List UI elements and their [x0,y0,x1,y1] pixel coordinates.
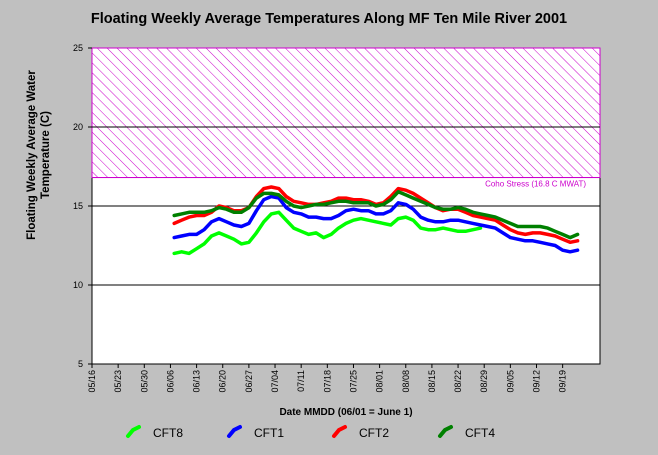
x-tick-label-09-05: 09/05 [505,370,515,393]
legend-label-cft4: CFT4 [465,426,495,440]
legend-swatch-cft2 [332,425,347,438]
axes: 5 10 15 20 25 05/16 05/23 05/30 06/06 06/13 06/20 0… [73,43,568,393]
legend: CFT8 CFT1 CFT2 CFT4 [0,423,658,443]
legend-item-cft8: CFT8 [125,423,183,443]
x-tick-label-07-25: 07/25 [348,370,358,393]
x-tick-label-05-16: 05/16 [87,370,97,393]
legend-label-cft8: CFT8 [153,426,183,440]
x-tick-label-05-30: 05/30 [139,370,149,393]
x-tick-label-06-13: 06/13 [192,370,202,393]
x-tick-label-06-06: 06/06 [165,370,175,393]
y-tick-label-25: 25 [73,43,83,53]
x-tick-label-05-23: 05/23 [113,370,123,393]
x-tick-label-08-08: 08/08 [401,370,411,393]
grid-lines [92,126,600,286]
legend-item-cft4: CFT4 [437,423,495,443]
legend-label-cft1: CFT1 [254,426,284,440]
legend-item-cft2: CFT2 [331,423,389,443]
x-tick-label-09-19: 09/19 [558,370,568,393]
x-tick-label-08-01: 08/01 [375,370,385,393]
series-line-cft4 [172,190,580,240]
x-tick-label-07-04: 07/04 [270,370,280,393]
x-tick-label-06-27: 06/27 [244,370,254,393]
y-tick-label-20: 20 [73,122,83,132]
x-tick-label-07-18: 07/18 [322,370,332,393]
legend-label-cft2: CFT2 [359,426,389,440]
x-tick-label-08-22: 08/22 [453,370,463,393]
x-axis-label: Date MMDD (06/01 = June 1) [279,407,413,418]
legend-swatch-cft8 [126,425,141,438]
x-tick-label-08-29: 08/29 [479,370,489,393]
x-tick-label-06-20: 06/20 [218,370,228,393]
series-lines [172,185,580,256]
x-tick-label-07-11: 07/11 [296,370,306,392]
chart-title: Floating Weekly Average Temperatures Alo… [90,11,568,27]
series-line-cft8 [172,210,483,256]
x-tick-label-09-12: 09/12 [532,370,542,393]
legend-item-cft1: CFT1 [226,423,284,443]
plot-area: Coho Stress (16.8 C MWAT) 5 10 15 20 25 05/16… [73,43,601,393]
series-line-cft1 [172,194,580,254]
legend-swatch-cft1 [227,425,242,438]
x-tick-label-08-15: 08/15 [427,370,437,393]
y-tick-label-15: 15 [73,201,83,211]
legend-swatch-cft4 [438,425,453,438]
y-tick-label-10: 10 [73,280,83,290]
coho-stress-zone [91,47,601,179]
y-tick-label-5: 5 [78,359,83,369]
coho-stress-label: Coho Stress (16.8 C MWAT) [485,180,586,189]
